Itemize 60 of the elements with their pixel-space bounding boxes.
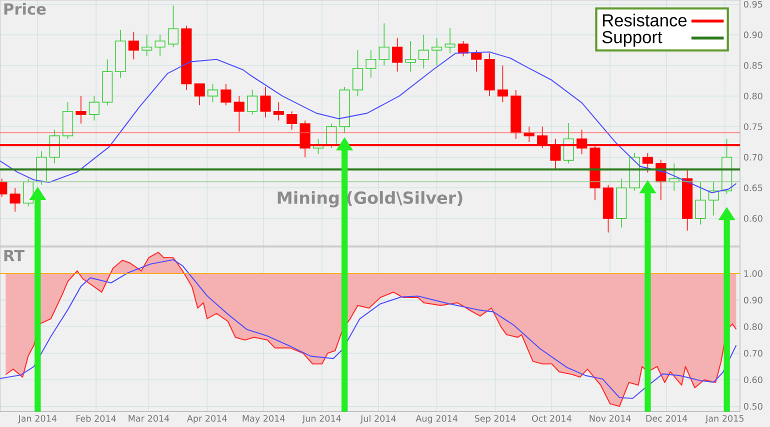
x-tick-label: Dec 2014 [646, 415, 688, 422]
candlestick [220, 83, 232, 106]
y-tick-label: 1.00 [744, 270, 762, 277]
y-tick-label: 0.70 [744, 350, 762, 357]
candlestick [405, 40, 416, 72]
y-tick-label: 0.50 [744, 403, 762, 410]
x-tick-label: Jan 2015 [705, 415, 744, 424]
x-tick-label: Sep 2014 [474, 415, 516, 424]
candlestick [142, 34, 152, 57]
candlestick [154, 34, 166, 57]
x-tick-label: Feb 2014 [76, 415, 116, 422]
y-tick-label: 0.70 [744, 154, 762, 161]
x-tick-label: Nov 2014 [590, 415, 631, 422]
y-tick-label: 0.95 [744, 0, 762, 8]
candlestick [378, 22, 390, 66]
candlestick [273, 102, 284, 121]
candlestick [471, 50, 482, 72]
candlestick [352, 50, 364, 96]
x-tick-label: Mar 2014 [128, 415, 170, 422]
y-tick-label: 0.90 [744, 296, 762, 304]
x-tick-label: Oct 2014 [532, 415, 572, 422]
candlestick [444, 28, 456, 54]
candlestick [642, 152, 654, 173]
candlestick [194, 83, 205, 106]
candlestick [458, 40, 469, 57]
chart-title: RT [4, 250, 24, 262]
candlestick [128, 31, 139, 60]
x-tick-label: Apr 2014 [186, 415, 227, 424]
y-tick-label: 0.80 [744, 92, 762, 100]
candlestick [695, 181, 706, 225]
candlestick [207, 83, 218, 103]
candlestick [418, 34, 429, 69]
candlestick [392, 38, 403, 72]
x-tick-label: Jul 2014 [360, 415, 396, 424]
candlestick [234, 96, 244, 132]
candlestick [10, 187, 20, 212]
candlestick [260, 86, 271, 118]
candlestick [22, 178, 34, 207]
legend-label: Resistance [603, 14, 687, 26]
y-tick-label: 0.65 [744, 184, 762, 192]
candlestick [88, 96, 100, 121]
x-tick-label: Jan 2014 [18, 415, 57, 424]
candlestick [432, 38, 442, 66]
candlestick [497, 65, 508, 103]
candlestick [286, 110, 298, 130]
y-tick-label: 0.75 [744, 123, 762, 130]
y-tick-label: 0.80 [744, 323, 762, 330]
x-tick-label: Aug 2014 [416, 415, 458, 424]
x-tick-label: Jun 2014 [302, 415, 341, 424]
chart-title: Price [4, 2, 46, 15]
x-tick-label: May 2014 [242, 415, 285, 424]
y-tick-label: 0.90 [744, 32, 762, 38]
y-tick-label: 0.85 [744, 62, 762, 69]
candlestick [366, 50, 376, 78]
y-tick-label: 0.60 [744, 376, 762, 384]
legend-label: Support [602, 30, 662, 47]
candlestick [168, 5, 179, 48]
candlestick [247, 90, 258, 115]
candlestick [76, 96, 86, 124]
y-tick-label: 0.60 [744, 215, 762, 222]
